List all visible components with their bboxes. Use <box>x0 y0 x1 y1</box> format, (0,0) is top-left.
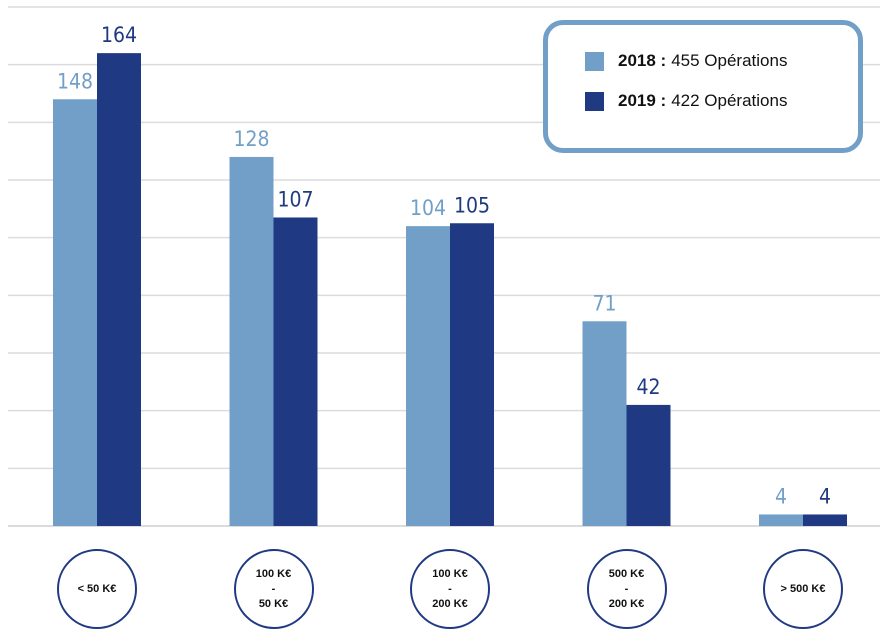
bar <box>759 514 803 526</box>
legend-total: 422 Opérations <box>671 91 788 110</box>
legend-entry: 2019 :422 Opérations <box>585 91 787 111</box>
value-label: 104 <box>410 196 446 220</box>
value-label: 164 <box>101 23 137 47</box>
category-label: 100 K€ - 50 K€ <box>233 549 314 629</box>
legend-name: 2018 : <box>618 51 667 70</box>
legend-swatch <box>585 51 604 71</box>
bar <box>626 404 671 526</box>
category-label: 100 K€ - 200 K€ <box>410 549 490 629</box>
legend-total: 455 Opérations <box>671 51 788 70</box>
category-label: > 500 K€ <box>763 549 843 629</box>
value-label: 128 <box>233 127 269 151</box>
bar <box>273 217 318 526</box>
bar <box>97 53 141 527</box>
value-label: 148 <box>57 69 93 93</box>
bar <box>450 223 494 526</box>
value-label: 105 <box>454 193 490 217</box>
bar <box>53 99 97 527</box>
value-label: 71 <box>592 291 616 315</box>
bar <box>803 514 847 526</box>
value-label: 4 <box>775 484 787 508</box>
bar <box>582 321 627 526</box>
bar <box>229 156 274 526</box>
category-label: < 50 K€ <box>57 549 137 629</box>
category-label: 500 K€ - 200 K€ <box>586 549 667 629</box>
value-label: 4 <box>819 484 831 508</box>
bar <box>406 226 450 526</box>
legend-name: 2019 : <box>618 91 667 110</box>
legend-entry: 2018 :455 Opérations <box>585 51 787 71</box>
legend-swatch <box>585 91 604 111</box>
value-label: 42 <box>636 375 660 399</box>
legend: 2018 :455 Opérations 2019 :422 Opérations <box>543 20 863 153</box>
value-label: 107 <box>277 187 313 211</box>
